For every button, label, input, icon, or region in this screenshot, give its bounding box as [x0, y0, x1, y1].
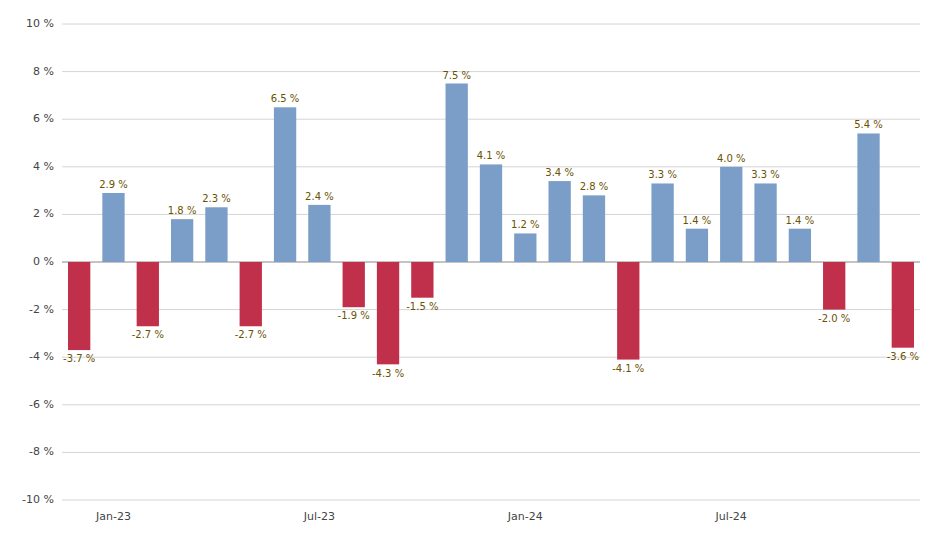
- bar: [68, 262, 90, 350]
- y-tick-label: 4 %: [33, 160, 54, 173]
- bar: [514, 233, 536, 262]
- y-tick-label: -6 %: [29, 398, 54, 411]
- bar: [274, 107, 296, 262]
- data-label: -2.7 %: [132, 329, 164, 340]
- bar: [754, 183, 776, 262]
- data-label: -3.7 %: [63, 353, 95, 364]
- data-label: 2.8 %: [580, 181, 609, 192]
- y-tick-label: 0 %: [33, 255, 54, 268]
- grid-line: [62, 500, 920, 501]
- y-tick-label: -2 %: [29, 303, 54, 316]
- data-label: 4.0 %: [717, 153, 746, 164]
- x-tick-label: Jan-24: [507, 510, 543, 523]
- bar: [651, 183, 673, 262]
- bar: [240, 262, 262, 326]
- bar: [720, 167, 742, 262]
- grid-line: [62, 357, 920, 358]
- y-tick-label: 8 %: [33, 65, 54, 78]
- data-label: -2.7 %: [235, 329, 267, 340]
- bar: [823, 262, 845, 310]
- y-tick-label: 2 %: [33, 207, 54, 220]
- data-label: -2.0 %: [818, 313, 850, 324]
- bar: [446, 84, 468, 263]
- bar: [411, 262, 433, 298]
- bar: [789, 229, 811, 262]
- grid: [62, 24, 920, 500]
- data-label: 6.5 %: [271, 93, 300, 104]
- data-label: -1.9 %: [338, 310, 370, 321]
- x-tick-label: Jul-24: [715, 510, 747, 523]
- data-labels: -3.7 % 2.9 % -2.7 % 1.8 % 2.3 % -2.7 % 6.5 % 2.…: [63, 70, 919, 379]
- grid-line: [62, 404, 920, 405]
- y-tick-label: -4 %: [29, 350, 54, 363]
- bar: [343, 262, 365, 307]
- y-tick-label: -8 %: [29, 445, 54, 458]
- data-label: 7.5 %: [442, 70, 471, 81]
- bar: [548, 181, 570, 262]
- data-label: 5.4 %: [854, 119, 883, 130]
- x-tick-label: Jul-23: [303, 510, 335, 523]
- bars: [68, 84, 914, 365]
- bar: [102, 193, 124, 262]
- chart: -10 % -8 % -6 % -4 % -2 % 0 % 2 % 4 % 6 % 8 % 10 %…: [0, 0, 940, 550]
- data-label: 1.8 %: [168, 205, 197, 216]
- bar: [480, 164, 502, 262]
- data-label: 4.1 %: [477, 150, 506, 161]
- bar: [137, 262, 159, 326]
- bar: [617, 262, 639, 360]
- data-label: 2.9 %: [99, 179, 128, 190]
- bar: [892, 262, 914, 348]
- bar: [583, 195, 605, 262]
- data-label: 1.4 %: [786, 215, 815, 226]
- data-label: -4.3 %: [372, 368, 404, 379]
- x-tick-label: Jan-23: [95, 510, 131, 523]
- bar: [686, 229, 708, 262]
- bar: [377, 262, 399, 364]
- data-label: 2.3 %: [202, 193, 231, 204]
- y-tick-label: 6 %: [33, 112, 54, 125]
- data-label: -4.1 %: [612, 363, 644, 374]
- data-label: 1.4 %: [683, 215, 712, 226]
- data-label: 2.4 %: [305, 191, 334, 202]
- bar: [171, 219, 193, 262]
- grid-line: [62, 24, 920, 25]
- grid-line: [62, 119, 920, 120]
- x-axis: Jan-23 Jul-23 Jan-24 Jul-24: [95, 510, 747, 523]
- data-label: 1.2 %: [511, 219, 540, 230]
- data-label: -1.5 %: [406, 301, 438, 312]
- grid-line: [62, 71, 920, 72]
- grid-line: [62, 309, 920, 310]
- bar: [308, 205, 330, 262]
- grid-line: [62, 452, 920, 453]
- y-tick-label: 10 %: [26, 17, 54, 30]
- data-label: 3.3 %: [751, 169, 780, 180]
- bar: [205, 207, 227, 262]
- y-tick-label: -10 %: [22, 493, 54, 506]
- bar: [857, 133, 879, 262]
- data-label: -3.6 %: [887, 351, 919, 362]
- data-label: 3.3 %: [648, 169, 677, 180]
- data-label: 3.4 %: [545, 167, 574, 178]
